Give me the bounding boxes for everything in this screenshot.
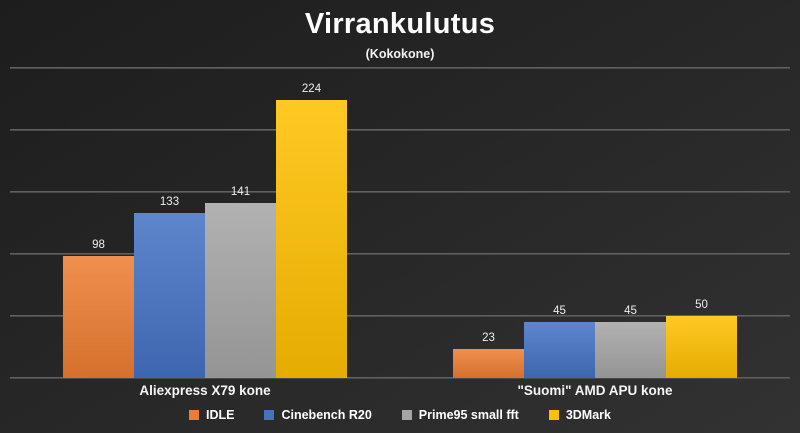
bar-0-3: 224 <box>276 83 347 378</box>
legend-label: Cinebench R20 <box>281 408 372 422</box>
legend-swatch-icon <box>401 410 412 420</box>
bar-value-label: 45 <box>553 305 566 318</box>
gridline-200 <box>10 129 790 131</box>
legend-swatch-icon <box>188 410 199 420</box>
legend: IDLE Cinebench R20 Prime95 small fft 3DMark <box>0 408 800 422</box>
bar-value-label: 50 <box>695 299 708 311</box>
bar-group-1: 23 45 45 50 <box>400 68 790 378</box>
bar-value-label: 98 <box>92 239 105 252</box>
bar-0-1: 133 <box>134 196 205 378</box>
bar-0-2: 141 <box>205 186 276 378</box>
gridline-250 <box>10 67 790 69</box>
gridline-150 <box>10 191 790 193</box>
gridline-100 <box>10 253 790 255</box>
bar-1-3: 50 <box>666 299 737 378</box>
bar-groups: 98 133 141 224 23 45 45 50 <box>10 68 790 378</box>
bar-1-1: 45 <box>524 305 595 378</box>
legend-label: 3DMark <box>565 408 611 422</box>
bar-value-label: 141 <box>230 186 251 199</box>
x-axis-line <box>10 377 790 379</box>
plot-area: 98 133 141 224 23 45 45 50 <box>10 67 790 379</box>
bar-value-label: 45 <box>624 305 637 318</box>
bar-value-label: 133 <box>159 196 180 209</box>
category-label-1: "Suomi" AMD APU kone <box>517 383 673 398</box>
legend-item-idle: IDLE <box>188 408 235 422</box>
legend-swatch-icon <box>264 410 275 420</box>
legend-item-3dmark: 3DMark <box>548 408 611 422</box>
legend-label: IDLE <box>205 408 235 422</box>
bar-value-label: 23 <box>482 332 495 345</box>
legend-item-cinebench-r20: Cinebench R20 <box>264 408 372 422</box>
legend-label: Prime95 small fft <box>418 408 519 422</box>
bar-0-0: 98 <box>63 239 134 378</box>
gridline-50 <box>10 315 790 317</box>
category-label-0: Aliexpress X79 kone <box>139 383 271 398</box>
bar-group-0: 98 133 141 224 <box>10 68 400 378</box>
legend-item-prime95-small-fft: Prime95 small fft <box>401 408 519 422</box>
bar-1-2: 45 <box>595 305 666 378</box>
category-axis: Aliexpress X79 kone "Suomi" AMD APU kone <box>10 383 790 398</box>
chart-subtitle: (Kokokone) <box>365 47 435 61</box>
legend-swatch-icon <box>548 410 559 420</box>
bar-value-label: 224 <box>301 83 322 96</box>
bar-1-0: 23 <box>453 332 524 378</box>
chart-title: Virrankulutus <box>304 8 496 40</box>
